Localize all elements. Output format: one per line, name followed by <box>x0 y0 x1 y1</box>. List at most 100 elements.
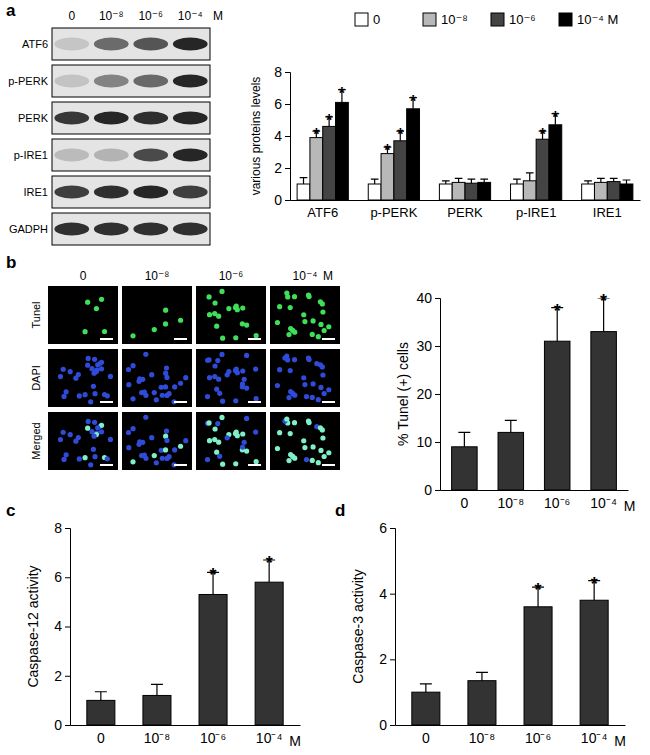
nucleus <box>244 353 249 358</box>
error-bar <box>300 178 308 184</box>
nucleus <box>88 399 93 404</box>
blot-frame <box>52 65 210 97</box>
blot-band <box>133 75 168 88</box>
x-axis-unit: M <box>624 498 636 514</box>
tick-mark <box>435 490 440 491</box>
blot-frame <box>52 139 210 171</box>
tick-label: 8 <box>274 64 282 80</box>
tick: 10⁻⁶ <box>525 725 551 746</box>
nucleus <box>91 384 96 389</box>
tick-mark <box>435 442 440 443</box>
bar <box>607 182 620 200</box>
nucleus <box>292 393 297 398</box>
blot-band <box>173 75 208 88</box>
tick: ATF6 <box>307 200 338 220</box>
significance-mark: * <box>539 126 546 143</box>
tick-label: 20 <box>416 386 432 402</box>
tick: 10⁻⁶ <box>544 490 570 511</box>
nucleus <box>326 324 331 329</box>
tick-mark <box>285 104 290 105</box>
nucleus <box>326 450 331 455</box>
nucleus <box>233 335 238 340</box>
row-label: Tunel <box>30 301 42 328</box>
nucleus <box>320 372 325 377</box>
nucleus <box>172 384 177 389</box>
significance-mark: * <box>600 291 607 311</box>
nucleus <box>322 391 327 396</box>
nucleus <box>275 446 280 451</box>
row-label: IRE1 <box>24 186 48 198</box>
tick-label: 10⁻⁴ <box>256 730 283 746</box>
nucleus <box>206 420 211 425</box>
bar <box>439 184 452 200</box>
axis-line <box>71 725 301 726</box>
tick-label: 8 <box>54 520 62 536</box>
nucleus <box>102 329 107 334</box>
bar <box>580 600 608 725</box>
nucleus <box>214 450 219 455</box>
row-label: PERK <box>18 112 49 124</box>
nucleus <box>306 420 311 425</box>
nucleus <box>82 392 87 397</box>
significance-mark: * <box>591 574 598 594</box>
nucleus <box>130 363 135 368</box>
tick-label: p-PERK <box>370 205 417 220</box>
tick-label: 10⁻⁸ <box>469 730 496 746</box>
plot-area <box>452 298 617 490</box>
bar-chart: ********02468ATF6p-PERKPERKp-IRE1IRE1var… <box>249 12 641 220</box>
blot-frame <box>52 28 210 60</box>
tick: 0 <box>274 192 290 208</box>
bar <box>407 109 420 200</box>
nucleus <box>206 357 211 362</box>
bar <box>498 432 524 490</box>
x-axis-unit: M <box>289 733 301 749</box>
image-panel <box>122 349 192 407</box>
column-label: 10⁻⁸ <box>99 9 124 23</box>
nucleus <box>301 438 306 443</box>
legend-swatch <box>355 13 368 26</box>
tick: 2 <box>274 160 290 176</box>
nucleus <box>85 363 90 368</box>
tick-label: 40 <box>416 290 432 306</box>
nucleus <box>244 416 249 421</box>
nucleus <box>288 389 293 394</box>
nucleus <box>143 393 148 398</box>
image-panel <box>48 349 118 407</box>
image-panel <box>48 412 118 470</box>
bar <box>310 138 323 200</box>
legend-label: 10⁻⁴ M <box>577 12 618 27</box>
nucleus <box>164 438 169 443</box>
annotations: ** <box>210 553 273 585</box>
column-label: 0 <box>68 9 75 23</box>
nucleus <box>216 314 221 319</box>
y-axis-title: various proteins levels <box>249 77 263 196</box>
tick: 30 <box>416 338 440 354</box>
column-label: 10⁻⁶ <box>138 9 163 23</box>
image-panel <box>196 349 266 407</box>
tick-label: 2 <box>54 668 62 684</box>
nucleus <box>220 336 225 341</box>
nucleus <box>91 371 96 376</box>
image-panel <box>196 286 266 344</box>
nucleus <box>163 447 168 452</box>
plot-area <box>87 560 283 725</box>
nucleus <box>310 458 315 463</box>
tick-label: 6 <box>54 569 62 585</box>
nucleus <box>316 334 321 339</box>
nucleus <box>288 431 293 436</box>
nucleus <box>126 430 131 435</box>
nucleus <box>288 368 293 373</box>
blot-band <box>133 112 168 125</box>
tick: 0 <box>379 717 395 733</box>
axis-line <box>396 725 626 726</box>
nucleus <box>164 428 169 433</box>
nucleus <box>233 398 238 403</box>
nucleus <box>85 300 90 305</box>
nucleus <box>212 300 217 305</box>
nucleus <box>212 426 217 431</box>
nucleus <box>130 426 135 431</box>
nucleus <box>242 377 247 382</box>
nucleus <box>215 421 220 426</box>
bar <box>594 182 607 200</box>
error-bar <box>151 684 163 695</box>
